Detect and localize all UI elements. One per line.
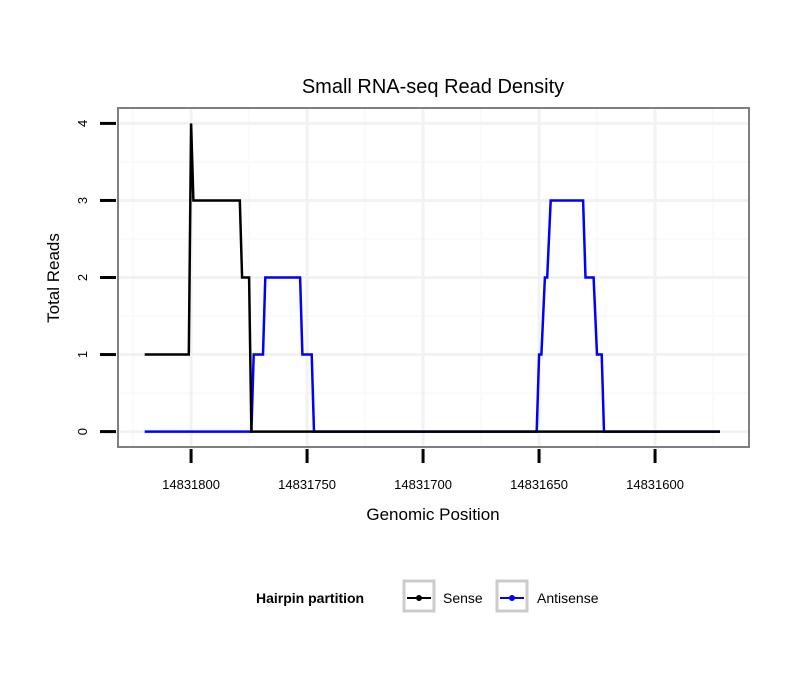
- legend-label-sense: Sense: [443, 590, 483, 606]
- legend-item-antisense[interactable]: Antisense: [495, 579, 599, 613]
- legend-point-sense: [416, 595, 422, 601]
- x-tick-label: 14831800: [162, 477, 220, 492]
- legend-item-sense[interactable]: Sense: [402, 579, 483, 613]
- grid: [118, 108, 749, 447]
- y-axis: 0 1 2 3 4: [75, 120, 116, 435]
- y-tick-label: 4: [75, 120, 90, 127]
- chart-title: Small RNA-seq Read Density: [302, 76, 564, 98]
- x-tick-label: 14831700: [394, 477, 452, 492]
- y-tick-label: 2: [75, 274, 90, 281]
- series-lines: [144, 123, 720, 433]
- legend-title: Hairpin partition: [256, 590, 364, 606]
- y-axis-label: Total Reads: [44, 233, 63, 323]
- y-tick-label: 3: [75, 197, 90, 204]
- x-tick-label: 14831650: [510, 477, 568, 492]
- plot-panel-border: [117, 107, 750, 448]
- x-tick-label: 14831750: [278, 477, 336, 492]
- legend-point-antisense: [509, 595, 515, 601]
- series-line-sense: [144, 123, 720, 433]
- legend: Hairpin partition Sense Antisense: [256, 579, 599, 613]
- y-tick-label: 1: [75, 351, 90, 358]
- x-axis-label: Genomic Position: [366, 505, 499, 524]
- series-line-antisense: [144, 199, 720, 433]
- x-tick-label: 14831600: [626, 477, 684, 492]
- x-axis: 14831800 14831750 14831700 14831650 14831600: [162, 449, 684, 492]
- y-tick-label: 0: [75, 428, 90, 435]
- legend-label-antisense: Antisense: [537, 590, 599, 606]
